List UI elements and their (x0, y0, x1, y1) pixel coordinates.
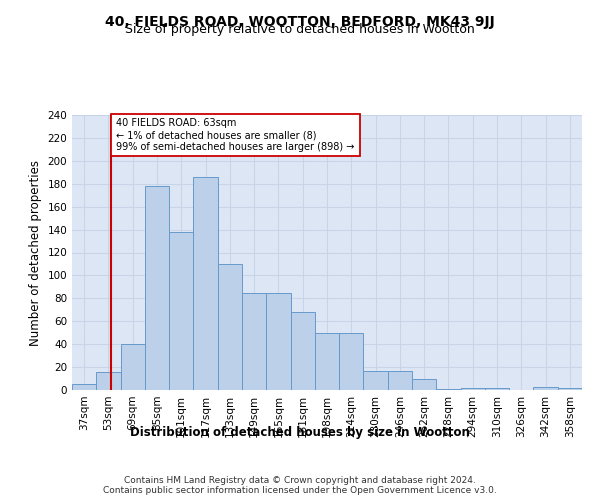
Text: Contains HM Land Registry data © Crown copyright and database right 2024.
Contai: Contains HM Land Registry data © Crown c… (103, 476, 497, 495)
Bar (218, 264, 242, 390)
Bar (364, 370, 388, 390)
Bar (121, 344, 145, 390)
Bar (72, 384, 96, 390)
Bar (145, 186, 169, 390)
Bar (290, 312, 315, 390)
Bar (461, 388, 485, 390)
Bar (533, 386, 558, 390)
Bar (96, 372, 121, 390)
Text: Distribution of detached houses by size in Wootton: Distribution of detached houses by size … (130, 426, 470, 439)
Bar (266, 292, 290, 390)
Text: Size of property relative to detached houses in Wootton: Size of property relative to detached ho… (125, 22, 475, 36)
Bar (315, 332, 339, 390)
Bar (558, 388, 582, 390)
Bar (242, 292, 266, 390)
Bar (485, 388, 509, 390)
Text: 40 FIELDS ROAD: 63sqm
← 1% of detached houses are smaller (8)
99% of semi-detach: 40 FIELDS ROAD: 63sqm ← 1% of detached h… (116, 118, 355, 152)
Bar (388, 370, 412, 390)
Y-axis label: Number of detached properties: Number of detached properties (29, 160, 42, 346)
Bar (193, 177, 218, 390)
Bar (412, 378, 436, 390)
Bar (436, 389, 461, 390)
Text: 40, FIELDS ROAD, WOOTTON, BEDFORD, MK43 9JJ: 40, FIELDS ROAD, WOOTTON, BEDFORD, MK43 … (105, 15, 495, 29)
Bar (339, 332, 364, 390)
Bar (169, 232, 193, 390)
